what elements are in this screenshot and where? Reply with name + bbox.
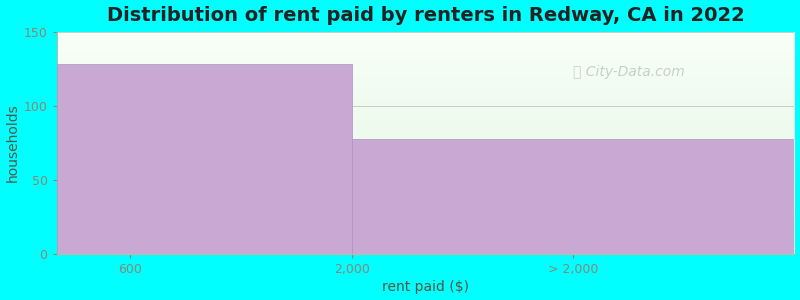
Bar: [352, 139, 794, 254]
Title: Distribution of rent paid by renters in Redway, CA in 2022: Distribution of rent paid by renters in …: [106, 6, 745, 25]
Text: ⓘ City-Data.com: ⓘ City-Data.com: [573, 65, 685, 79]
X-axis label: rent paid ($): rent paid ($): [382, 280, 469, 294]
Y-axis label: households: households: [6, 103, 19, 182]
Bar: [57, 64, 352, 254]
